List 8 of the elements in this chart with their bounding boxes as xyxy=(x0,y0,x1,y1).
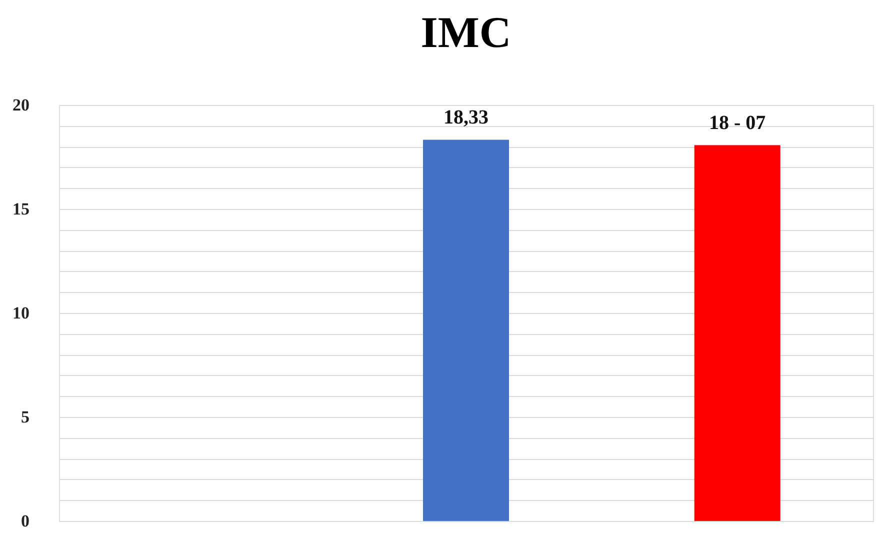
y-tick-label: 5 xyxy=(21,408,30,426)
y-tick-label: 15 xyxy=(12,200,30,218)
y-tick-label: 0 xyxy=(21,512,30,530)
data-label: 18 - 07 xyxy=(708,112,766,134)
data-label: 18,33 xyxy=(444,106,488,129)
y-tick-label: 20 xyxy=(12,96,30,114)
chart-title: IMC xyxy=(420,8,512,57)
y-tick-label: 10 xyxy=(12,304,30,322)
